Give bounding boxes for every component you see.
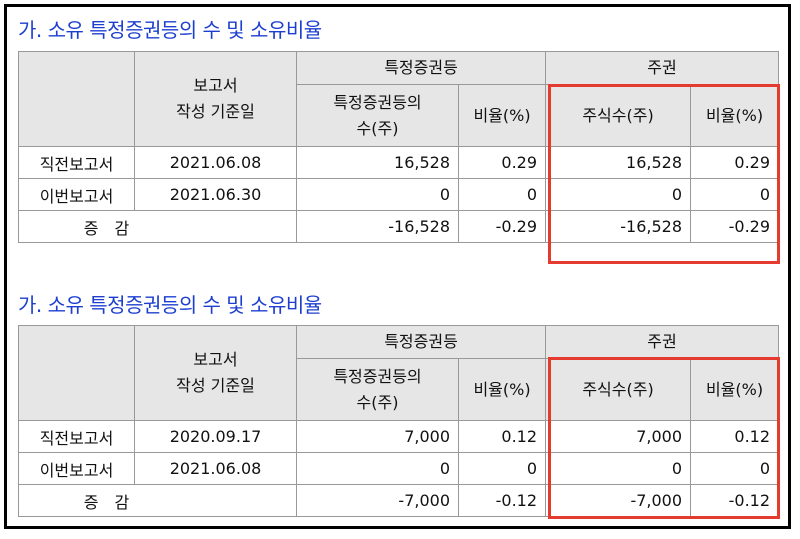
securities-ratio-value: 0.12 [457, 420, 547, 453]
header-share-count: 주식수(주) [545, 358, 692, 421]
row-label: 직전보고서 [18, 146, 135, 179]
header-group-shares: 주권 [545, 325, 780, 359]
share-ratio-value: 0.29 [690, 146, 780, 179]
table-row: 이번보고서 2021.06.08 0 0 0 0 [18, 452, 780, 485]
securities-ratio-value: 0.29 [457, 146, 547, 179]
securities-ratio-value: 0 [457, 178, 547, 211]
header-group-securities: 특정증권등 [295, 325, 547, 359]
row-date: 2021.06.08 [134, 452, 297, 485]
row-date: 2021.06.30 [134, 178, 297, 211]
section-title: 가. 소유 특정증권등의 수 및 소유비율 [18, 293, 322, 317]
share-count-change: -16,528 [545, 210, 692, 243]
securities-count-value: 0 [296, 452, 459, 485]
share-count-value: 0 [545, 178, 692, 211]
header-ratio: 비율(%) [457, 358, 547, 421]
share-ratio-change: -0.29 [690, 210, 780, 243]
corner-cell [18, 325, 135, 421]
securities-count-change: -16,528 [296, 210, 459, 243]
corner-cell [18, 51, 135, 147]
row-date: 2021.06.08 [134, 146, 297, 179]
table-row: 이번보고서 2021.06.30 0 0 0 0 [18, 178, 780, 211]
share-count-value: 0 [545, 452, 692, 485]
header-ratio: 비율(%) [457, 84, 547, 147]
securities-ratio-change: -0.12 [457, 484, 547, 517]
header-group-securities: 특정증권등 [295, 51, 547, 85]
change-label: 증 감 [18, 484, 297, 517]
header-securities-count: 특정증권등의 수(주) [296, 358, 459, 421]
share-count-value: 16,528 [545, 146, 692, 179]
screenshot-frame [4, 4, 791, 529]
securities-count-value: 7,000 [296, 420, 459, 453]
header-share-count: 주식수(주) [545, 84, 692, 147]
securities-count-value: 0 [296, 178, 459, 211]
row-date: 2020.09.17 [134, 420, 297, 453]
share-count-value: 7,000 [545, 420, 692, 453]
securities-ratio-value: 0 [457, 452, 547, 485]
securities-count-value: 16,528 [296, 146, 459, 179]
share-ratio-change: -0.12 [690, 484, 780, 517]
header-report-date: 보고서 작성 기준일 [134, 325, 297, 421]
row-label: 이번보고서 [18, 452, 135, 485]
ownership-table: 보고서 작성 기준일 특정증권등 주권 특정증권등의 수(주) 비율(%) 주식… [18, 51, 780, 243]
share-ratio-value: 0 [690, 452, 780, 485]
table-row: 직전보고서 2021.06.08 16,528 0.29 16,528 0.29 [18, 146, 780, 179]
change-label: 증 감 [18, 210, 297, 243]
change-row: 증 감 -7,000 -0.12 -7,000 -0.12 [18, 484, 780, 517]
section-title: 가. 소유 특정증권등의 수 및 소유비율 [18, 18, 322, 42]
share-ratio-value: 0 [690, 178, 780, 211]
securities-ratio-change: -0.29 [457, 210, 547, 243]
table-row: 직전보고서 2020.09.17 7,000 0.12 7,000 0.12 [18, 420, 780, 453]
header-report-date: 보고서 작성 기준일 [134, 51, 297, 147]
header-share-ratio: 비율(%) [690, 84, 780, 147]
share-ratio-value: 0.12 [690, 420, 780, 453]
change-row: 증 감 -16,528 -0.29 -16,528 -0.29 [18, 210, 780, 243]
securities-count-change: -7,000 [296, 484, 459, 517]
header-group-shares: 주권 [545, 51, 780, 85]
ownership-table: 보고서 작성 기준일 특정증권등 주권 특정증권등의 수(주) 비율(%) 주식… [18, 325, 780, 517]
header-securities-count: 특정증권등의 수(주) [296, 84, 459, 147]
header-share-ratio: 비율(%) [690, 358, 780, 421]
row-label: 이번보고서 [18, 178, 135, 211]
row-label: 직전보고서 [18, 420, 135, 453]
share-count-change: -7,000 [545, 484, 692, 517]
